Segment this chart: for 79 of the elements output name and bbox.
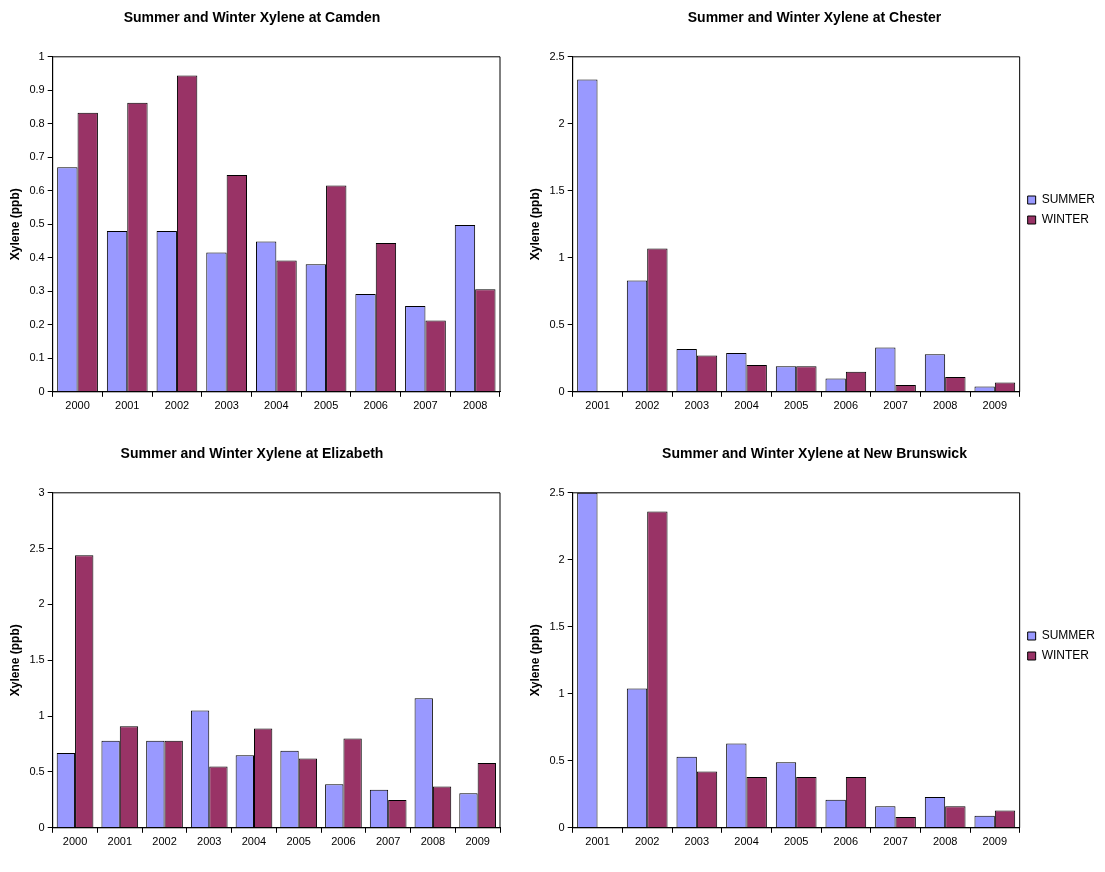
x-tick-label: 2005 [313,399,339,412]
x-tick-label: 2000 [65,399,90,412]
y-tick-label: 1 [558,686,565,699]
y-tick-label: 1.5 [549,183,565,196]
y-tick-label: 0.2 [29,317,45,330]
x-tick-label: 2004 [264,399,289,412]
y-tick-label: 0.7 [29,150,45,163]
x-tick-label: 2000 [62,835,88,848]
x-tick-label: 2003 [684,399,710,412]
x-tick-label: 2009 [465,835,490,848]
x-tick-label: 2002 [164,399,190,412]
x-tick-label: 2005 [783,399,809,412]
y-axis-title: Xylene (ppb) [7,624,22,697]
x-tick-label: 2004 [241,835,267,848]
chart-title: Summer and Winter Xylene at Camden [123,9,381,26]
legend-label: WINTER [1041,212,1090,227]
y-tick-label: 0 [38,820,45,833]
x-tick-label: 2005 [286,835,311,848]
legend-label: SUMMER [1041,628,1096,643]
y-tick-label: 0.3 [29,284,45,297]
y-tick-label: 2 [558,116,565,129]
y-tick-label: 0.9 [29,83,45,96]
y-tick-label: 0 [558,384,565,397]
chart-title: Summer and Winter Xylene at Chester [687,9,942,26]
y-tick-label: 1 [38,709,45,722]
x-tick-label: 2004 [734,835,759,848]
x-tick-label: 2001 [107,835,133,848]
y-tick-label: 2 [558,552,565,565]
x-tick-label: 2004 [734,399,759,412]
x-tick-label: 2007 [413,399,438,412]
x-tick-label: 2001 [585,399,610,412]
y-tick-label: 0 [38,384,45,397]
y-tick-label: 0 [558,820,565,833]
x-tick-label: 2008 [462,399,488,412]
y-tick-label: 3 [38,485,45,498]
x-tick-label: 2008 [932,835,958,848]
legend-label: SUMMER [1041,192,1096,207]
y-tick-label: 0.1 [29,351,45,364]
y-tick-label: 0.6 [29,183,45,196]
x-tick-label: 2001 [585,835,610,848]
y-tick-label: 0.5 [549,753,565,766]
y-tick-label: 1.5 [29,653,45,666]
y-tick-label: 0.4 [29,250,45,263]
x-tick-label: 2006 [833,399,859,412]
x-tick-label: 2005 [783,835,809,848]
x-tick-label: 2001 [115,399,140,412]
y-axis-title: Xylene (ppb) [527,188,542,261]
x-tick-label: 2003 [197,835,222,848]
chart-title: Summer and Winter Xylene at New Brunswick [662,445,968,462]
y-tick-label: 2.5 [549,49,565,62]
x-tick-label: 2009 [982,835,1008,848]
x-tick-label: 2007 [883,399,908,412]
x-tick-label: 2006 [331,835,356,848]
x-tick-label: 2003 [214,399,239,412]
x-tick-label: 2009 [982,399,1008,412]
x-tick-label: 2006 [833,835,859,848]
y-tick-label: 0.8 [29,116,45,129]
x-tick-label: 2008 [932,399,958,412]
x-tick-label: 2007 [883,835,908,848]
y-tick-label: 1 [558,250,565,263]
legend-label: WINTER [1041,648,1090,663]
y-tick-label: 2 [38,597,45,610]
y-axis-title: Xylene (ppb) [527,624,542,697]
y-tick-label: 0.5 [29,217,45,230]
chart-title: Summer and Winter Xylene at Elizabeth [120,445,384,462]
x-tick-label: 2002 [152,835,177,848]
y-tick-label: 2.5 [549,485,565,498]
x-tick-label: 2007 [375,835,401,848]
x-tick-label: 2008 [420,835,446,848]
y-tick-label: 0.5 [29,765,45,777]
x-tick-label: 2003 [684,835,710,848]
y-tick-label: 2.5 [29,541,45,554]
x-tick-label: 2002 [634,835,660,848]
y-tick-label: 1 [38,49,45,62]
y-tick-label: 1.5 [549,619,565,632]
x-tick-label: 2002 [634,399,660,412]
y-axis-title: Xylene (ppb) [7,188,22,261]
y-tick-label: 0.5 [549,317,565,330]
x-tick-label: 2006 [363,399,388,412]
